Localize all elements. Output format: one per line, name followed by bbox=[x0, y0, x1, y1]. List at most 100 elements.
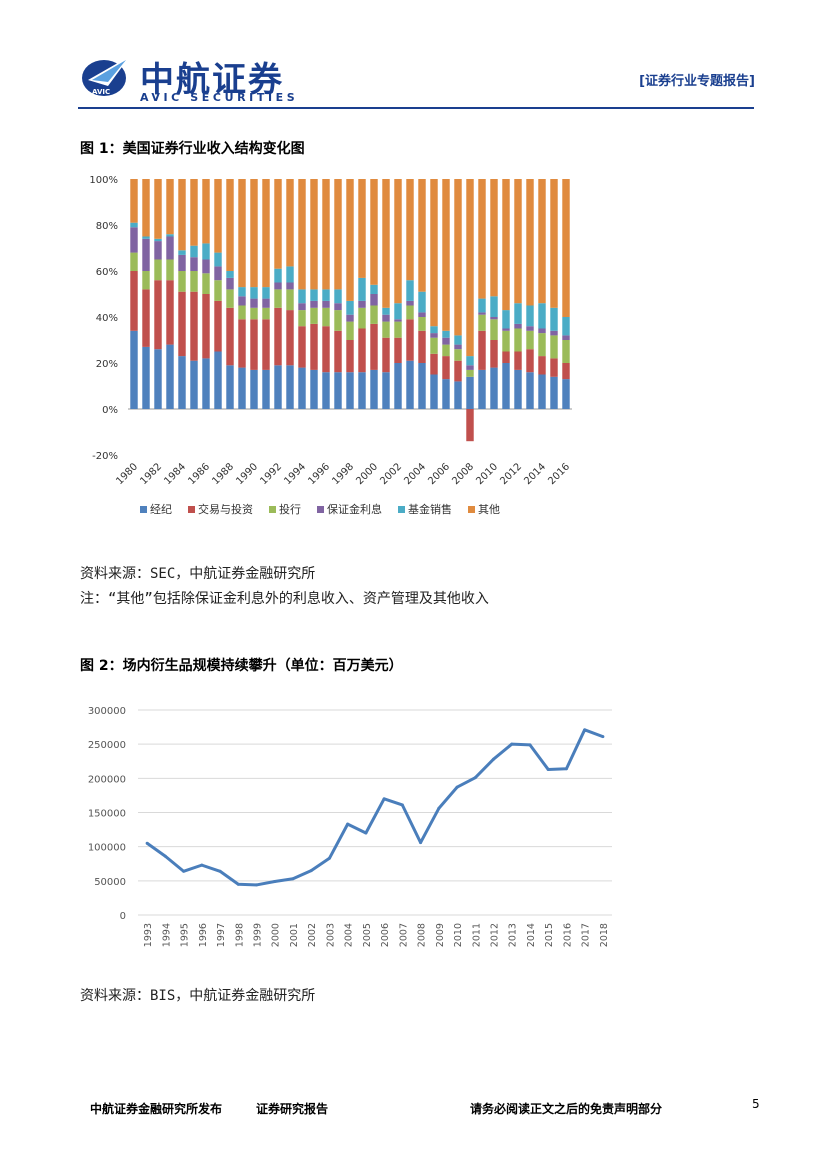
bar-segment bbox=[502, 179, 510, 311]
bar-segment bbox=[538, 179, 546, 304]
bar-segment bbox=[442, 330, 450, 338]
bar-segment bbox=[154, 259, 162, 281]
bar-segment bbox=[346, 314, 354, 322]
bar-segment bbox=[310, 369, 318, 409]
bar-segment bbox=[430, 179, 438, 327]
x-tick-label: 2008 bbox=[417, 923, 428, 947]
bar-segment bbox=[214, 179, 222, 253]
bar-segment bbox=[478, 369, 486, 409]
bar-segment bbox=[334, 372, 342, 409]
bar-segment bbox=[298, 310, 306, 327]
bar-segment bbox=[346, 321, 354, 340]
bar-segment bbox=[502, 351, 510, 363]
figure1-note: 注：“其他”包括除保证金利息外的利息收入、资产管理及其他收入 bbox=[80, 591, 489, 607]
bar-segment bbox=[286, 282, 294, 290]
bar-segment bbox=[310, 307, 318, 324]
bar-segment bbox=[502, 330, 510, 352]
legend-swatch bbox=[317, 506, 324, 513]
data-point bbox=[437, 806, 441, 810]
x-tick-label: 2012 bbox=[490, 923, 501, 947]
bar-segment bbox=[514, 369, 522, 409]
x-tick-label: 2017 bbox=[581, 923, 592, 947]
x-tick-label: 2002 bbox=[307, 923, 318, 947]
logo: AVIC bbox=[78, 50, 134, 102]
bar-segment bbox=[478, 312, 486, 315]
x-tick-label: 2018 bbox=[599, 923, 610, 947]
bar-segment bbox=[382, 321, 390, 338]
bar-segment bbox=[286, 266, 294, 283]
bar-segment bbox=[346, 300, 354, 315]
bar-segment bbox=[238, 367, 246, 409]
x-tick-label: 2010 bbox=[453, 923, 464, 947]
legend-swatch bbox=[140, 506, 147, 513]
bar-segment bbox=[562, 317, 570, 336]
data-point bbox=[473, 776, 477, 780]
data-point bbox=[382, 797, 386, 801]
bar-segment bbox=[142, 238, 150, 271]
bar-segment bbox=[238, 319, 246, 368]
bar-segment bbox=[370, 284, 378, 294]
bar-segment bbox=[310, 323, 318, 370]
report-type: [证券行业专题报告] bbox=[639, 74, 755, 89]
y-tick-label: 0% bbox=[102, 405, 118, 416]
bar-segment bbox=[238, 305, 246, 320]
x-tick-label: 2013 bbox=[508, 923, 519, 947]
bar-segment bbox=[202, 294, 210, 359]
bar-segment bbox=[310, 300, 318, 308]
bar-segment bbox=[322, 300, 330, 308]
bar-segment bbox=[370, 305, 378, 324]
bar-segment bbox=[190, 257, 198, 271]
bar-segment bbox=[274, 307, 282, 366]
bar-segment bbox=[382, 314, 390, 322]
bar-segment bbox=[562, 379, 570, 409]
bar-segment bbox=[286, 310, 294, 366]
bar-segment bbox=[478, 179, 486, 299]
bar-segment bbox=[406, 319, 414, 361]
x-tick-label: 2005 bbox=[362, 923, 373, 947]
bar-segment bbox=[538, 356, 546, 375]
bar-segment bbox=[130, 252, 138, 271]
figure2-source: 资料来源：BIS，中航证券金融研究所 bbox=[80, 988, 316, 1004]
bar-segment bbox=[322, 372, 330, 409]
bar-segment bbox=[262, 319, 270, 370]
series-line bbox=[146, 728, 604, 887]
data-point bbox=[510, 742, 514, 746]
x-tick-label: 1997 bbox=[216, 923, 227, 947]
bar-segment bbox=[274, 365, 282, 409]
data-point bbox=[255, 883, 258, 887]
x-tick-label: 1984 bbox=[162, 461, 188, 487]
bar-segment bbox=[214, 280, 222, 301]
bar-segment bbox=[190, 291, 198, 361]
bar-segment bbox=[406, 179, 414, 281]
svg-text:AVIC: AVIC bbox=[92, 88, 110, 96]
bar-segment bbox=[130, 330, 138, 409]
bar-segment bbox=[226, 307, 234, 366]
x-tick-label: 2015 bbox=[544, 923, 555, 947]
bar-segment bbox=[226, 271, 234, 278]
bar-segment bbox=[346, 372, 354, 409]
footer-report-kind: 证券研究报告 bbox=[256, 1102, 329, 1116]
bar-segment bbox=[538, 374, 546, 409]
bar-segment bbox=[262, 369, 270, 409]
footer-disclaimer: 请务必阅读正文之后的免责声明部分 bbox=[470, 1102, 663, 1116]
y-tick-label: 0 bbox=[120, 911, 126, 922]
bar-segment bbox=[202, 243, 210, 260]
bar-segment bbox=[202, 358, 210, 409]
bar-segment bbox=[562, 340, 570, 363]
bar-segment bbox=[166, 344, 174, 409]
bar-segment bbox=[130, 222, 138, 228]
x-tick-label: 1999 bbox=[253, 923, 264, 947]
x-tick-label: 2004 bbox=[344, 923, 355, 947]
bar-segment bbox=[214, 252, 222, 267]
bar-segment bbox=[514, 323, 522, 329]
bar-segment bbox=[394, 321, 402, 338]
bar-segment bbox=[154, 349, 162, 409]
figure2-chart: 0 50000 100000 150000 200000 250000 300000 1993… bbox=[88, 706, 612, 947]
bar-segment bbox=[226, 289, 234, 308]
x-tick-label: 2003 bbox=[325, 923, 336, 947]
bar-segment bbox=[490, 317, 498, 320]
bar-segment bbox=[214, 266, 222, 281]
bar-segment bbox=[262, 298, 270, 308]
bar-segment bbox=[358, 179, 366, 278]
data-point bbox=[419, 841, 423, 845]
